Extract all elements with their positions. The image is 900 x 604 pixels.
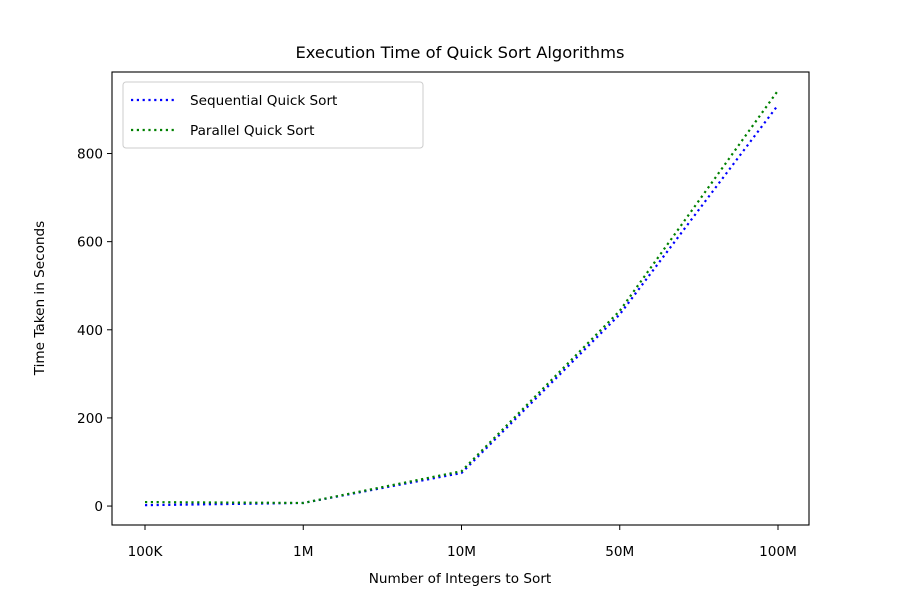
series-line-2 bbox=[144, 89, 779, 505]
legend-label-2: Parallel Quick Sort bbox=[190, 123, 314, 139]
plot-area: 100K 1M 10M 50M 100M 0 200 400 600 800 bbox=[77, 71, 810, 560]
legend-box bbox=[122, 81, 424, 149]
plot-frame bbox=[111, 71, 810, 526]
x-tick-label: 50M bbox=[605, 544, 634, 560]
y-axis-label: Time Taken in Seconds bbox=[32, 221, 48, 376]
y-tick-label: 600 bbox=[77, 235, 103, 251]
y-tick-label: 800 bbox=[77, 147, 103, 163]
x-axis-label: Number of Integers to Sort bbox=[369, 571, 552, 587]
y-tick-label: 200 bbox=[77, 411, 103, 427]
chart-title: Execution Time of Quick Sort Algorithms bbox=[296, 43, 625, 62]
x-tick-label: 100M bbox=[759, 544, 797, 560]
x-tick-label: 10M bbox=[447, 544, 476, 560]
x-tick-label: 100K bbox=[128, 544, 164, 560]
x-tick-label: 1M bbox=[293, 544, 313, 560]
y-tick-label: 400 bbox=[77, 323, 103, 339]
y-tick-label: 0 bbox=[94, 499, 103, 515]
legend-label-1: Sequential Quick Sort bbox=[190, 93, 337, 109]
legend: Sequential Quick Sort Parallel Quick Sort bbox=[122, 81, 424, 149]
series-line-1 bbox=[144, 104, 779, 507]
